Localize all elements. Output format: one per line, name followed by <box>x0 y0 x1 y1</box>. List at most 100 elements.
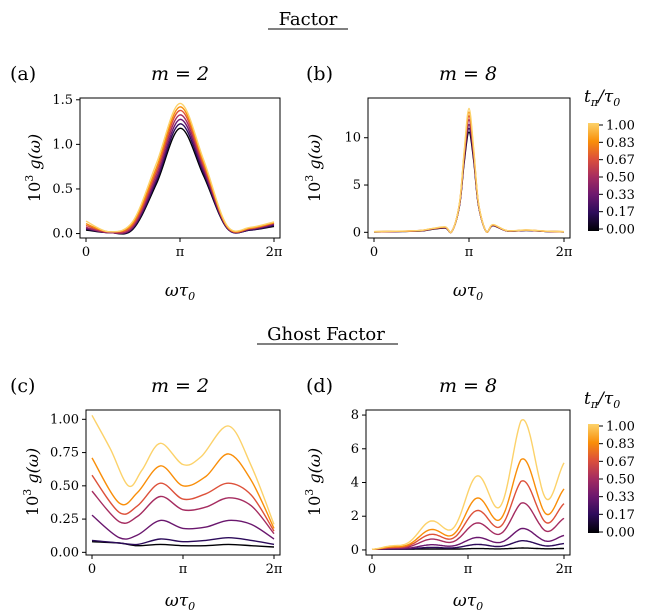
x-tick-label: 0 <box>88 562 96 577</box>
x-tick-label: 2π <box>556 562 573 577</box>
series-group <box>373 107 565 234</box>
chart-panel: 0 π 2π 0 2 4 6 8 (d) m = 8 ωτ0 103 g(ω) <box>303 375 573 613</box>
series-line <box>85 106 275 233</box>
colorbar-tick-label: 0.33 <box>606 188 635 203</box>
series-line <box>373 119 565 234</box>
colorbar-tick-label: 0.67 <box>606 153 635 168</box>
plot-frame <box>365 409 571 556</box>
section-title-factor: Factor <box>279 9 338 30</box>
panel-title: m = 8 <box>439 63 497 85</box>
colorbar-tick-label: 1.00 <box>606 420 635 435</box>
y-axis-label: 103 g(ω) <box>23 134 44 202</box>
series-line <box>373 107 565 234</box>
colorbar-tick-label: 1.00 <box>606 119 635 134</box>
panel-title: m = 8 <box>439 375 497 397</box>
x-tick-label: 2π <box>556 245 573 260</box>
y-tick-label: 8 <box>351 408 359 423</box>
y-tick-label: 0.0 <box>52 227 73 242</box>
series-line <box>371 458 565 550</box>
x-axis-label: ωτ0 <box>165 281 195 303</box>
x-axis-label: ωτ0 <box>453 591 483 613</box>
plot-frame <box>367 97 571 239</box>
x-tick-label: π <box>465 245 474 260</box>
series-line <box>371 418 565 550</box>
y-tick-label: 1.0 <box>52 137 73 152</box>
panel-title: m = 2 <box>151 63 209 85</box>
y-tick-label: 0.5 <box>52 182 73 197</box>
y-tick-label: 6 <box>351 442 359 457</box>
y-tick-label: 5 <box>353 178 361 193</box>
series-line <box>91 490 275 535</box>
y-tick-label: 1.00 <box>50 412 79 427</box>
series-line <box>91 536 275 546</box>
series-line <box>373 123 565 234</box>
colorbar-tick-label: 0.00 <box>606 223 635 238</box>
series-line <box>373 111 565 234</box>
x-tick-label: π <box>179 562 188 577</box>
y-tick-label: 0.00 <box>50 545 79 560</box>
colorbar-top: tπ/τ0 1.00 0.83 0.67 0.50 0.33 0.17 0.00 <box>584 87 635 238</box>
colorbar-bottom: tπ/τ0 1.00 0.83 0.67 0.50 0.33 0.17 0.00 <box>584 389 635 541</box>
y-tick-label: 4 <box>351 476 359 491</box>
y-axis-label: 103 g(ω) <box>303 448 324 516</box>
panel-title: m = 2 <box>151 375 209 397</box>
y-tick-label: 0.75 <box>50 446 79 461</box>
colorbar-tick-label: 0.67 <box>606 455 635 470</box>
series-line <box>91 514 275 540</box>
x-axis-label: ωτ0 <box>165 591 195 613</box>
series-line <box>373 115 565 234</box>
x-axis-label: ωτ0 <box>453 281 483 303</box>
x-tick-label: 2π <box>266 245 283 260</box>
y-tick-label: 2 <box>351 509 359 524</box>
colorbar-label: tπ/τ0 <box>584 389 620 411</box>
panel-label: (c) <box>10 375 35 397</box>
series-line <box>91 453 275 529</box>
chart-panel: 0 π 2π 0.0 0.5 1.0 1.5 (a) m = 2 ωτ0 103 g(ω) <box>10 63 283 303</box>
colorbar-tick-label: 0.00 <box>606 526 635 541</box>
y-tick-label: 0 <box>351 543 359 558</box>
x-tick-label: 0 <box>370 245 378 260</box>
colorbar-tick-label: 0.50 <box>606 171 635 186</box>
y-axis-label: 103 g(ω) <box>303 134 324 202</box>
series-line <box>85 123 275 235</box>
series-line <box>85 118 275 235</box>
series-line <box>371 502 565 550</box>
y-tick-label: 0.50 <box>50 479 79 494</box>
colorbar-gradient <box>588 424 599 533</box>
colorbar-tick-label: 0.83 <box>606 136 635 151</box>
x-tick-label: π <box>176 245 185 260</box>
colorbar-tick-label: 0.83 <box>606 437 635 452</box>
x-tick-label: 2π <box>266 562 283 577</box>
panel-label: (d) <box>306 375 333 397</box>
colorbar-tick-label: 0.33 <box>606 490 635 505</box>
series-line <box>373 127 565 234</box>
series-line <box>373 131 565 234</box>
x-tick-label: 0 <box>368 562 376 577</box>
y-tick-label: 10 <box>344 131 361 146</box>
series-line <box>371 480 565 550</box>
series-line <box>91 474 275 532</box>
series-group <box>371 418 565 550</box>
colorbar-tick-label: 0.17 <box>606 205 635 220</box>
panel-label: (b) <box>306 63 333 85</box>
colorbar-tick-label: 0.17 <box>606 508 635 523</box>
chart-panel: 0 π 2π 0.00 0.25 0.50 0.75 1.00 (c) m = 2 ωτ0 103 g… <box>10 375 283 613</box>
colorbar-tick-label: 0.50 <box>606 473 635 488</box>
series-line <box>372 527 565 550</box>
x-tick-label: π <box>464 562 473 577</box>
colorbar-gradient <box>588 123 599 231</box>
series-group <box>91 414 275 548</box>
y-tick-label: 0 <box>353 225 361 240</box>
section-title-ghost-factor: Ghost Factor <box>267 324 385 345</box>
x-tick-label: 0 <box>82 245 90 260</box>
series-line <box>85 127 275 235</box>
panel-label: (a) <box>10 63 36 85</box>
series-line <box>85 102 275 233</box>
y-tick-label: 1.5 <box>52 93 73 108</box>
y-axis-label: 103 g(ω) <box>21 448 42 516</box>
y-tick-label: 0.25 <box>50 512 79 527</box>
series-group <box>85 102 275 235</box>
chart-panel: 0 π 2π 0 5 10 (b) m = 8 ωτ0 103 g(ω) <box>303 63 573 303</box>
